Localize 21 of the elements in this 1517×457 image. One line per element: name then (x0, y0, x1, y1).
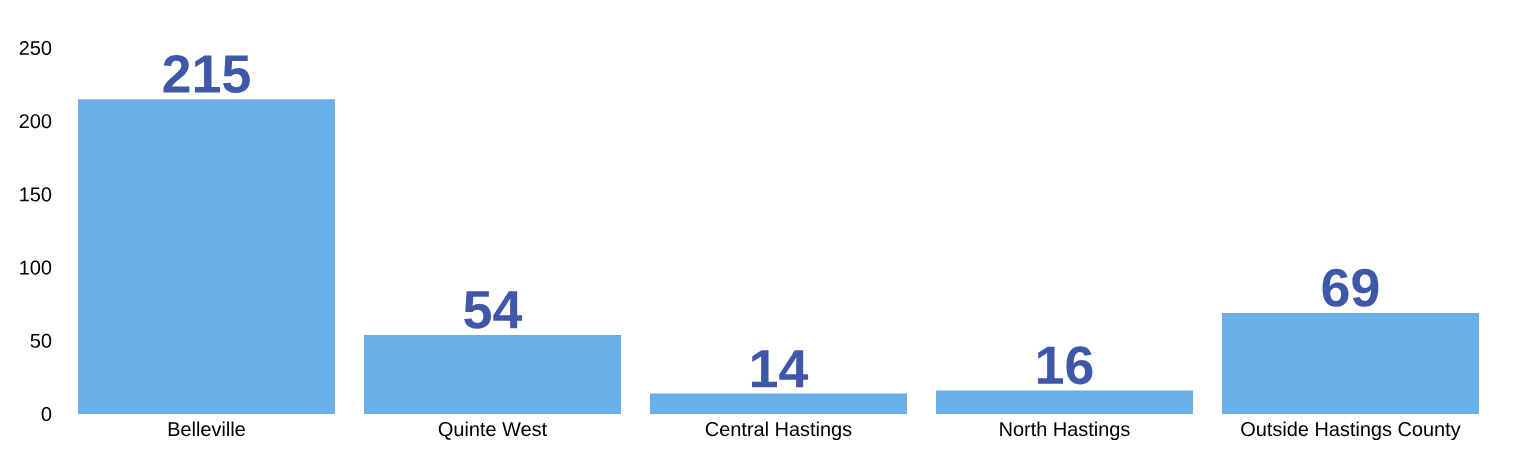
bar (1221, 312, 1479, 414)
bar (935, 390, 1193, 414)
x-tick-label: Outside Hastings County (1241, 421, 1461, 441)
bar (78, 99, 335, 414)
x-tick-label: North Hastings (1000, 421, 1130, 441)
y-tick-label: 200 (19, 114, 52, 129)
bar (649, 393, 907, 414)
y-tick-label: 150 (20, 187, 52, 202)
data-label: 215 (163, 54, 250, 94)
data-label: 54 (464, 291, 523, 329)
y-tick-label: 100 (20, 260, 52, 275)
y-tick-label: 50 (30, 333, 52, 348)
y-tick-label: 250 (19, 40, 52, 56)
bar (363, 334, 621, 414)
y-tick-label: 0 (41, 406, 52, 422)
x-tick-label: Central Hastings (705, 421, 852, 441)
data-label: 14 (751, 350, 809, 388)
x-tick-label: Quinte West (438, 421, 547, 440)
data-label: 69 (1322, 268, 1379, 307)
data-label: 16 (1037, 346, 1093, 385)
x-tick-label: Belleville (168, 421, 245, 437)
